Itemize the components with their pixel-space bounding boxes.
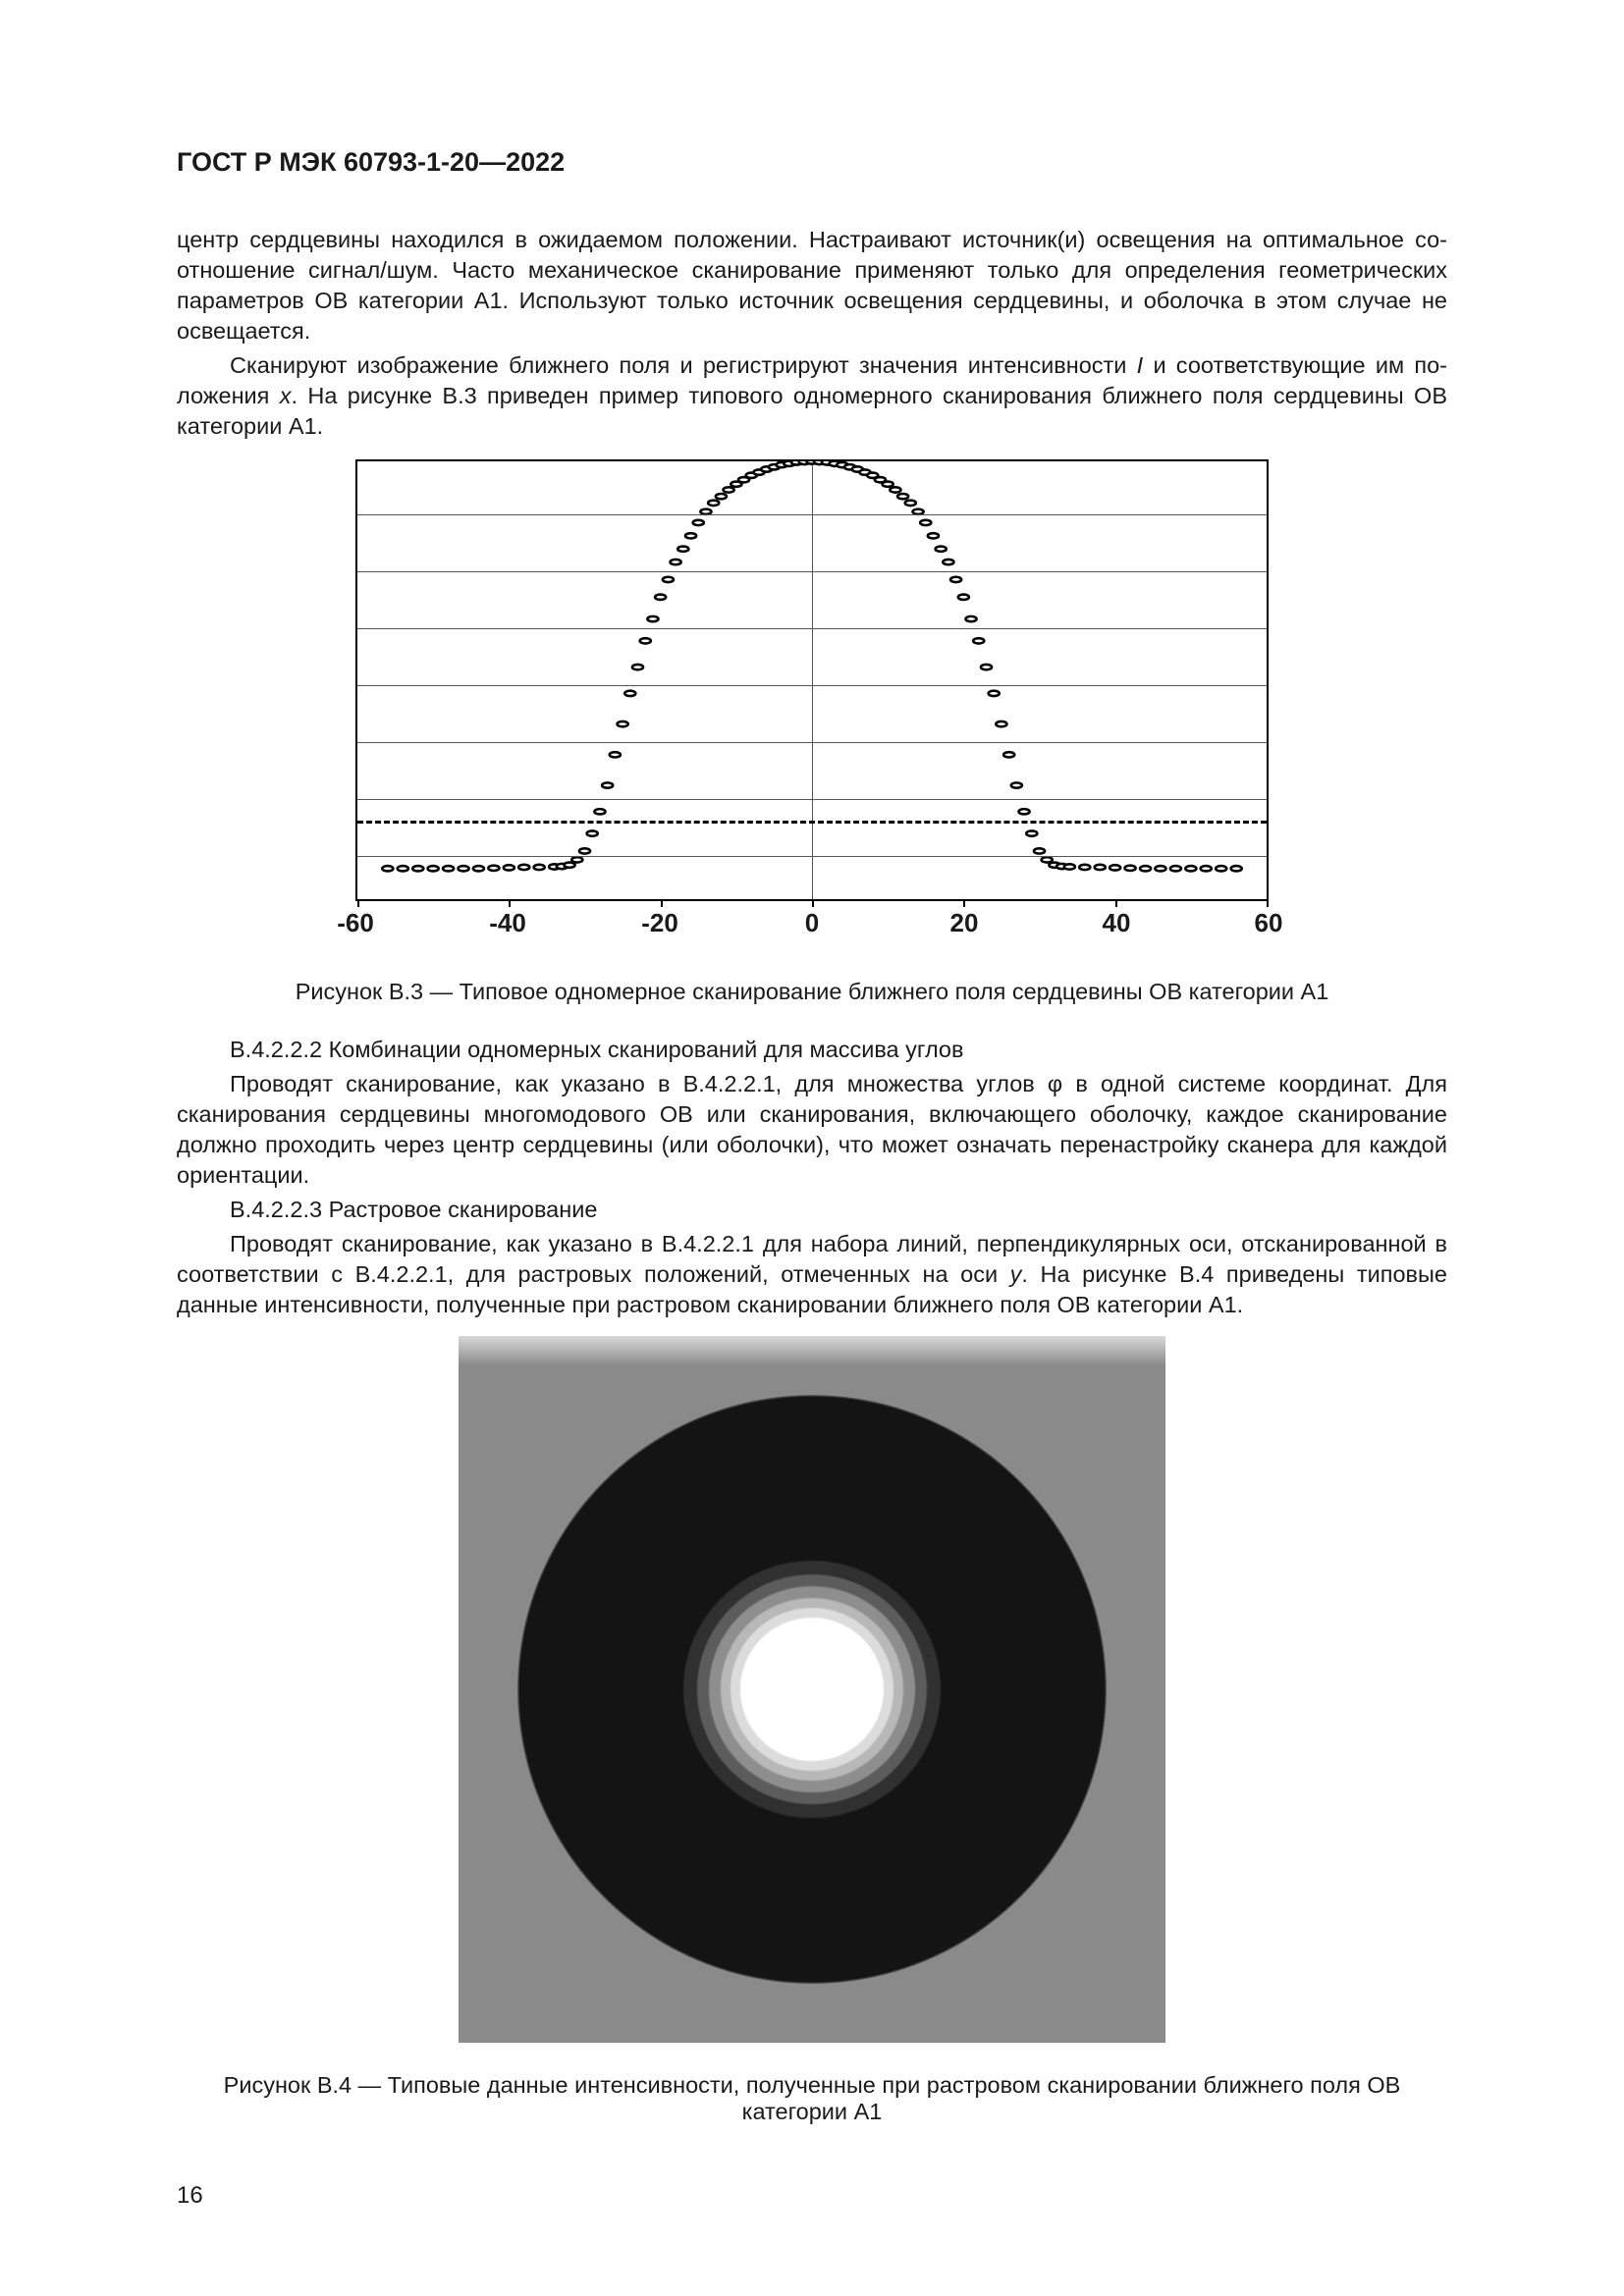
chart-gridline [357,514,1267,515]
figure-b4-caption: Рисунок B.4 — Типовые данные интенсивнос… [177,2072,1447,2125]
chart-gridline [357,628,1267,629]
chart-gridline [357,799,1267,800]
body-text-block-2: B.4.2.2.2 Комбинации одномерных сканиров… [177,1035,1447,1320]
chart-x-tick [963,899,965,907]
chart-x-label: -20 [641,908,678,938]
var-x: x [280,383,292,408]
paragraph-1: центр сердцевины находился в ожидаемом п… [177,225,1447,347]
raster-disc [517,1395,1107,1984]
chart-gridline [357,856,1267,857]
section-b4222-title: B.4.2.2.2 Комбинации одномерных сканиров… [177,1035,1447,1065]
document-header: ГОСТ Р МЭК 60793-1-20—2022 [177,147,1447,178]
section-b4223-title: B.4.2.2.3 Растровое сканирование [177,1195,1447,1225]
chart-x-label: 0 [805,908,819,938]
paragraph-2: Сканируют изображение ближнего поля и ре… [177,350,1447,442]
chart-x-tick [1267,899,1269,907]
figure-b3-chart: -60 -40 -20 0 20 40 60 [316,459,1308,955]
chart-x-label: 40 [1103,908,1131,938]
var-y: y [1010,1261,1022,1287]
page-number: 16 [177,2182,203,2210]
figure-b4-raster [459,1336,1165,2043]
chart-gridline [357,742,1267,743]
chart-x-tick [812,899,814,907]
chart-x-tick [1115,899,1117,907]
section-b4223-body: Проводят сканирование, как указано в B.4… [177,1229,1447,1320]
chart-x-labels: -60-40-200204060 [355,908,1269,947]
page: ГОСТ Р МЭК 60793-1-20—2022 центр сердцев… [0,0,1624,2296]
chart-x-label: -40 [489,908,526,938]
chart-gridline [357,571,1267,572]
chart-x-label: 60 [1255,908,1283,938]
section-b4222-body: Проводят сканирование, как указано в B.4… [177,1069,1447,1191]
chart-x-tick [661,899,663,907]
chart-x-label: -60 [337,908,374,938]
chart-x-tick [357,899,359,907]
chart-x-label: 20 [950,908,979,938]
figure-b3-caption: Рисунок B.3 — Типовое одномерное сканиро… [177,979,1447,1005]
chart-dashed-baseline [357,821,1267,824]
text: . На рисунке B.3 приведен пример типовог… [177,383,1447,439]
chart-x-tick [509,899,511,907]
chart-gridline [357,685,1267,686]
raster-top-gradient [459,1336,1165,1365]
chart-curve-svg [357,461,1267,899]
text: Сканируют изображение ближнего поля и ре… [230,352,1137,378]
body-text-block-1: центр сердцевины находился в ожидаемом п… [177,225,1447,442]
chart-plot-area [355,459,1269,901]
